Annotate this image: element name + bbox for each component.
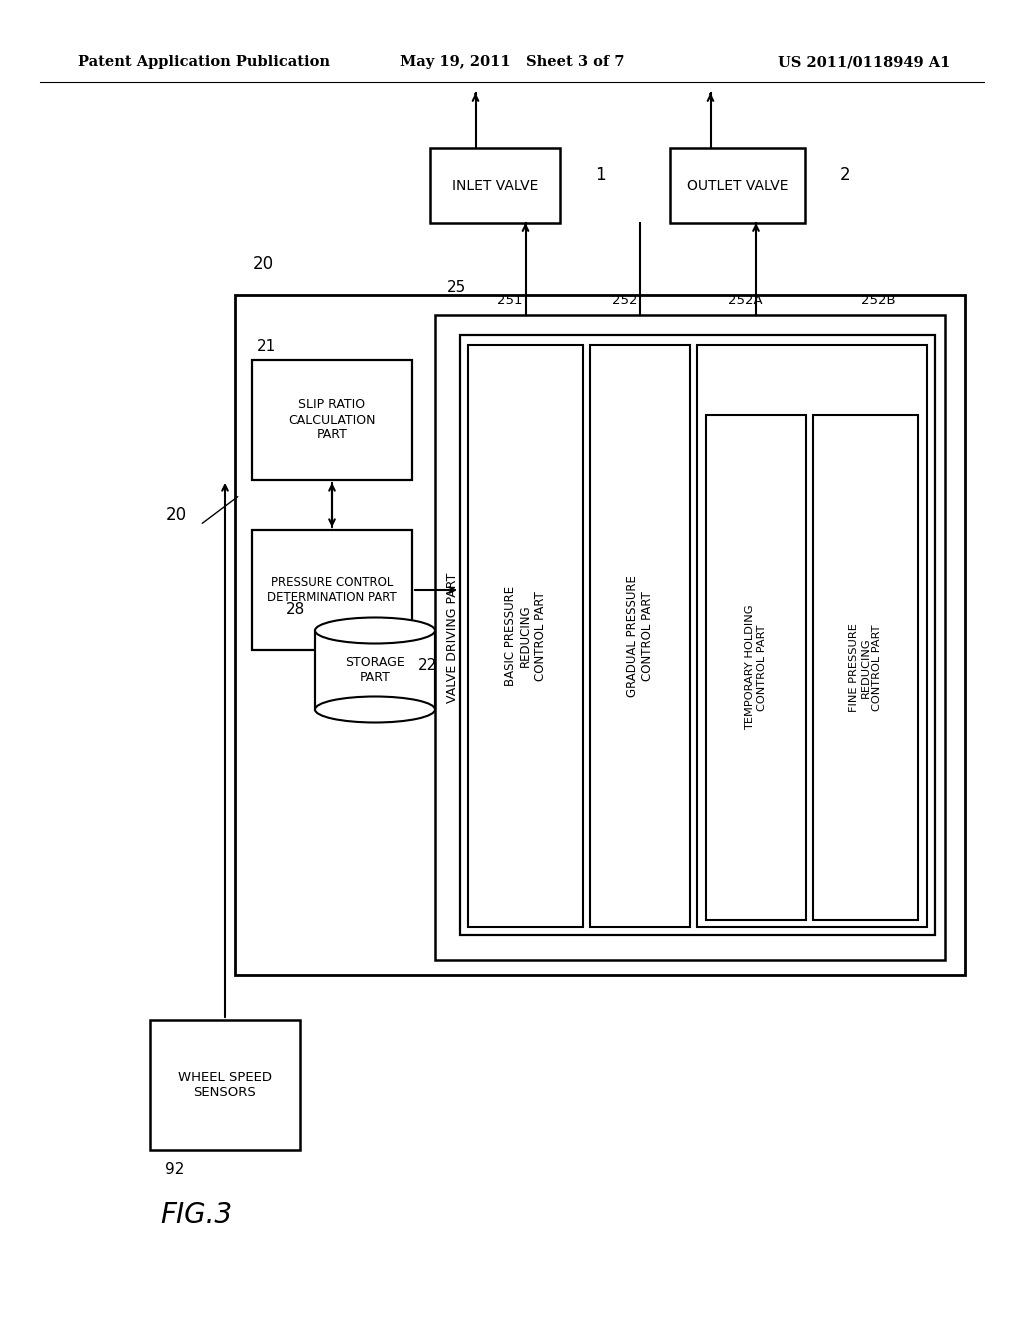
Text: 28: 28 [286,602,305,616]
Text: 92: 92 [165,1162,184,1177]
Bar [590,345,690,927]
Bar [468,345,583,927]
Text: 22: 22 [418,657,437,673]
Text: PRESSURE CONTROL
DETERMINATION PART: PRESSURE CONTROL DETERMINATION PART [267,576,397,605]
Text: VALVE DRIVING PART: VALVE DRIVING PART [445,573,459,702]
Text: 25: 25 [447,280,466,294]
Bar [252,360,412,480]
Text: STORAGE
PART: STORAGE PART [345,656,404,684]
Bar [234,294,965,975]
Text: BASIC PRESSURE
REDUCING
CONTROL PART: BASIC PRESSURE REDUCING CONTROL PART [504,586,547,686]
Text: 251: 251 [498,294,523,308]
Ellipse shape [315,697,435,722]
Bar [150,1020,300,1150]
Text: 20: 20 [253,255,274,273]
Bar [697,345,927,927]
Text: 21: 21 [257,339,276,354]
Text: 2: 2 [840,166,851,185]
Text: 1: 1 [595,166,605,185]
Bar [813,414,918,920]
Text: 252: 252 [612,294,638,308]
Bar [460,335,935,935]
Text: TEMPORARY HOLDING
CONTROL PART: TEMPORARY HOLDING CONTROL PART [745,605,767,730]
Bar [252,531,412,649]
Text: INLET VALVE: INLET VALVE [452,178,539,193]
Text: 20: 20 [166,506,187,524]
Text: WHEEL SPEED
SENSORS: WHEEL SPEED SENSORS [178,1071,272,1100]
Ellipse shape [315,618,435,644]
Text: SLIP RATIO
CALCULATION
PART: SLIP RATIO CALCULATION PART [288,399,376,441]
Text: 252A: 252A [728,294,763,308]
Text: FINE PRESSURE
REDUCING
CONTROL PART: FINE PRESSURE REDUCING CONTROL PART [849,623,882,711]
Bar [435,315,945,960]
Text: 252B: 252B [860,294,895,308]
Text: Patent Application Publication: Patent Application Publication [78,55,330,69]
Text: OUTLET VALVE: OUTLET VALVE [687,178,788,193]
Text: FIG.3: FIG.3 [160,1201,232,1229]
Text: May 19, 2011   Sheet 3 of 7: May 19, 2011 Sheet 3 of 7 [399,55,625,69]
Text: GRADUAL PRESSURE
CONTROL PART: GRADUAL PRESSURE CONTROL PART [626,576,654,697]
Bar [670,148,805,223]
Bar [706,414,806,920]
Bar [315,631,435,710]
Bar [430,148,560,223]
Text: US 2011/0118949 A1: US 2011/0118949 A1 [777,55,950,69]
